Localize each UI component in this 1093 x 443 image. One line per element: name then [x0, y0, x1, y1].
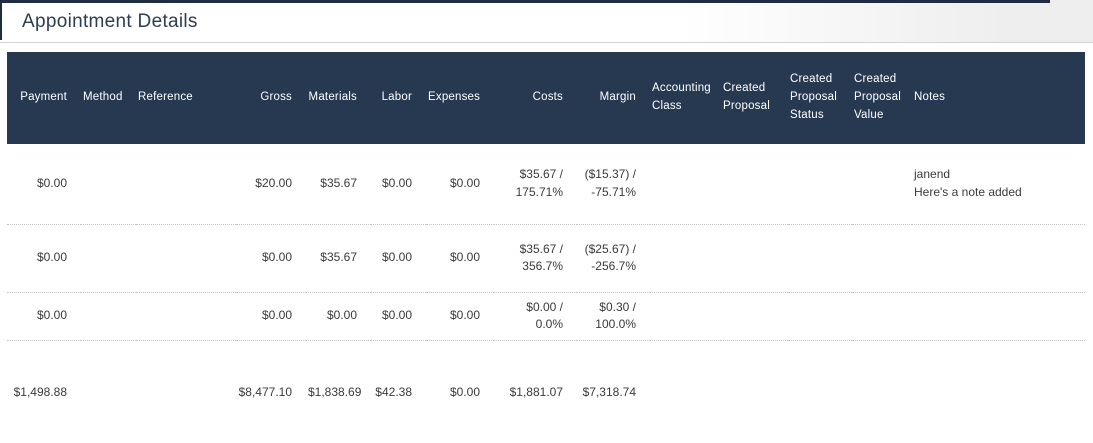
left-accent-line: [0, 0, 2, 40]
cell-accounting_class: [650, 144, 721, 224]
cell-costs: $35.67 / 356.7%: [519, 241, 563, 273]
cell-materials: $0.00: [326, 308, 357, 323]
total-gross: $8,477.10: [238, 384, 292, 399]
cell-margin: ($25.67) / -256.7%: [584, 241, 636, 273]
column-header-created_proposal_status: Created Proposal Status: [788, 52, 852, 144]
table-row: $0.00 $0.00 $0.00 $0.00 $0.00 $0.00 / 0.0% $0.…: [7, 292, 1085, 340]
cell-margin: $0.30 / 100.0%: [595, 299, 636, 331]
cell-created_proposal: [721, 292, 788, 340]
column-header-method: Method: [81, 52, 136, 144]
section-title-bar: Appointment Details: [0, 0, 1093, 43]
total-margin: $7,318.74: [582, 384, 636, 399]
table-row: $0.00 $20.00 $35.67 $0.00 $0.00 $35.67 / 175.…: [7, 144, 1085, 224]
total-payment: $1,498.88: [13, 384, 67, 399]
total-notes: [912, 340, 1085, 443]
cell-reference: [136, 224, 236, 292]
appointment-details-table-wrap: Payment Method Reference Gross Materials Labo…: [7, 52, 1085, 443]
total-costs: $1,881.07: [509, 384, 563, 399]
total-created_proposal_status: [788, 340, 852, 443]
cell-created_proposal_status: [788, 144, 852, 224]
cell-materials: $35.67: [320, 176, 357, 191]
cell-labor: $0.00: [381, 308, 412, 323]
cell-expenses: $0.00: [449, 176, 480, 191]
column-header-expenses: Expenses: [426, 52, 494, 144]
cell-method: [81, 292, 136, 340]
total-labor: $42.38: [375, 384, 412, 399]
column-header-accounting_class: Accounting Class: [650, 52, 721, 144]
cell-labor: $0.00: [381, 250, 412, 265]
column-header-materials: Materials: [306, 52, 371, 144]
cell-accounting_class: [650, 224, 721, 292]
total-reference: [136, 340, 236, 443]
cell-margin: ($15.37) / -75.71%: [584, 167, 636, 199]
column-header-created_proposal: Created Proposal: [721, 52, 788, 144]
cell-costs: $35.67 / 175.71%: [515, 167, 563, 199]
cell-payment: $0.00: [36, 250, 67, 265]
column-header-costs: Costs: [494, 52, 577, 144]
page-title: Appointment Details: [22, 11, 198, 32]
cell-payment: $0.00: [36, 308, 67, 323]
cell-reference: [136, 292, 236, 340]
cell-gross: $20.00: [255, 176, 292, 191]
column-header-created_proposal_value: Created Proposal Value: [852, 52, 912, 144]
cell-expenses: $0.00: [449, 308, 480, 323]
cell-notes: janend Here's a note added: [914, 167, 1022, 199]
cell-expenses: $0.00: [449, 250, 480, 265]
cell-gross: $0.00: [261, 308, 292, 323]
cell-created_proposal: [721, 224, 788, 292]
total-materials: $1,838.69: [308, 384, 362, 399]
table-row: $0.00 $0.00 $35.67 $0.00 $0.00 $35.67 / 356.7…: [7, 224, 1085, 292]
cell-created_proposal_status: [788, 224, 852, 292]
cell-created_proposal_value: [852, 144, 912, 224]
column-header-notes: Notes: [912, 52, 1085, 144]
column-header-payment: Payment: [7, 52, 81, 144]
cell-notes: [912, 292, 1085, 340]
table-totals-row: $1,498.88 $8,477.10 $1,838.69 $42.38 $0.00 $1…: [7, 340, 1085, 443]
cell-reference: [136, 144, 236, 224]
top-accent-line: [0, 0, 1050, 3]
cell-created_proposal_status: [788, 292, 852, 340]
cell-created_proposal_value: [852, 292, 912, 340]
cell-gross: $0.00: [261, 250, 292, 265]
cell-materials: $35.67: [320, 250, 357, 265]
cell-created_proposal: [721, 144, 788, 224]
total-created_proposal: [721, 340, 788, 443]
total-accounting_class: [650, 340, 721, 443]
table-header-row: Payment Method Reference Gross Materials Labo…: [7, 52, 1085, 144]
total-method: [81, 340, 136, 443]
total-created_proposal_value: [852, 340, 912, 443]
cell-method: [81, 224, 136, 292]
column-header-gross: Gross: [236, 52, 306, 144]
total-expenses: $0.00: [449, 384, 480, 399]
cell-notes: [912, 224, 1085, 292]
cell-costs: $0.00 / 0.0%: [526, 299, 563, 331]
cell-labor: $0.00: [381, 176, 412, 191]
column-header-reference: Reference: [136, 52, 236, 144]
cell-created_proposal_value: [852, 224, 912, 292]
cell-payment: $0.00: [36, 176, 67, 191]
cell-accounting_class: [650, 292, 721, 340]
appointment-details-table: Payment Method Reference Gross Materials Labo…: [7, 52, 1085, 443]
cell-method: [81, 144, 136, 224]
column-header-margin: Margin: [577, 52, 650, 144]
column-header-labor: Labor: [371, 52, 426, 144]
